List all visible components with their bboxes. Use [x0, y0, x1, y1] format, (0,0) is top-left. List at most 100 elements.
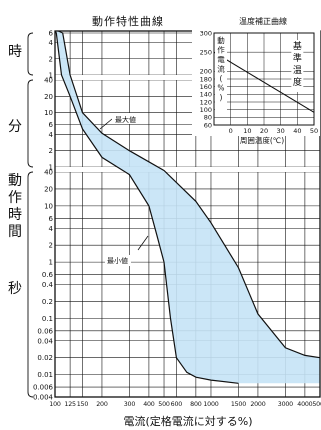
main-x-tick-label: 800: [190, 401, 202, 408]
second-label: 秒: [8, 281, 22, 297]
inset-y-label-char: 電: [217, 55, 225, 64]
inset-y-label-char: 流: [217, 64, 225, 74]
main-y-tick-label: 6: [49, 215, 54, 223]
main-x-tick-label: 125: [64, 401, 76, 408]
inset-y-tick-label: 200: [200, 68, 212, 76]
main-y-tick-label: 0.4: [42, 281, 54, 289]
minute-label: 分: [8, 119, 22, 135]
main-y-tick-label: 40: [44, 77, 53, 85]
main-y-tick-label: 0.006: [33, 384, 54, 392]
reference-label-bg: [291, 40, 304, 92]
hour-label: 時: [8, 44, 22, 60]
inset-y-label-char: %: [217, 84, 224, 93]
main-y-tick-label: 20: [44, 185, 53, 193]
main-y-tick-label: 4: [49, 39, 54, 47]
inset-y-tick-label: 140: [200, 91, 212, 99]
main-y-tick-label: 2: [49, 55, 53, 63]
inset-y-tick-label: 60: [204, 121, 212, 129]
inset-x-tick-label: 10: [243, 127, 251, 135]
main-frame: [54, 30, 321, 398]
inset-y-tick-label: 180: [200, 75, 212, 83]
block-gap: [55, 75, 320, 80]
main-y-tick-label: 20: [44, 93, 53, 101]
main-x-tick-label: 600: [171, 401, 183, 408]
main-chart: 動作特性曲線 6421402010642140201064210.60.40.2…: [33, 14, 321, 428]
main-x-tick-label: 400: [143, 401, 155, 408]
reference-label-char: 基: [293, 40, 302, 52]
main-y-tick-label: 1: [49, 72, 53, 80]
inset-y-label-char: 作: [217, 45, 225, 55]
left-labels: 時 分 動作時間 秒: [8, 32, 34, 398]
main-x-tick-label: 4000: [297, 401, 312, 408]
reference-label-char: 度: [293, 76, 302, 88]
main-y-tick-label: 0.01: [37, 371, 53, 379]
operating-band: [55, 31, 320, 384]
main-y-tick-label: 0.02: [37, 354, 53, 362]
inset-y-tick-label: 80: [204, 114, 212, 122]
main-y-tick-label: 1: [49, 259, 53, 267]
min-annotation: 最小値: [105, 235, 149, 266]
main-x-tick-label: 300: [124, 401, 136, 408]
operating-time-label: 動作時間: [8, 173, 22, 240]
main-x-tick-label: 1500: [231, 401, 246, 408]
max-label: 最大値: [115, 115, 136, 124]
main-x-tick-label: 500: [158, 401, 170, 408]
main-y-tick-label: 2: [49, 242, 53, 250]
main-y-tick-label: 10: [44, 202, 53, 210]
main-y-tick-label: 0.2: [42, 298, 53, 306]
main-y-tick-label: 2: [49, 147, 53, 155]
main-y-ticks: 6421402010642140201064210.60.40.20.10.06…: [33, 30, 54, 402]
inset-x-tick-label: 50: [310, 127, 318, 135]
inset-y-tick-label: 120: [200, 98, 212, 106]
main-x-tick-label: 5000: [312, 401, 321, 408]
main-x-tick-label: 200: [96, 401, 108, 408]
max-annotation: 最大値: [99, 113, 148, 130]
inset-x-tick-label: 20: [260, 127, 268, 135]
max-curve: [58, 30, 321, 359]
block-gap: [55, 167, 320, 172]
main-title: 動作特性曲線: [92, 14, 164, 28]
main-x-tick-label: 2000: [250, 401, 265, 408]
main-y-tick-label: 10: [44, 109, 53, 117]
inset-x-ticks: 0 10 20 30 40 50: [229, 127, 319, 135]
second-bracket: [27, 171, 34, 398]
main-y-tick-label: 4: [49, 225, 54, 233]
main-y-tick-label: 6: [49, 30, 54, 38]
inset-y-tick-label: 160: [200, 83, 212, 91]
inset-y-label-char: 動: [217, 36, 225, 45]
inset-frame: [213, 32, 315, 126]
inset-x-tick-label: 0: [229, 127, 233, 135]
main-y-tick-label: 0.06: [37, 327, 53, 335]
main-y-tick-label: 6: [49, 121, 54, 129]
main-x-tick-label: 100: [49, 401, 61, 408]
main-y-tick-label: 40: [44, 169, 53, 177]
main-y-tick-label: 0.6: [42, 271, 54, 279]
inset-x-tick-label: 30: [277, 127, 285, 135]
inset-y-label-bg: [215, 34, 227, 110]
inset-y-tick-label: 250: [200, 48, 212, 56]
reference-label-char: 温: [293, 65, 302, 76]
min-label: 最小値: [107, 256, 128, 265]
inset-x-tick-label: 40: [293, 127, 301, 135]
inset-grid: [214, 32, 315, 126]
main-y-tick-label: 0.004: [33, 394, 54, 402]
main-y-tick-label: 4: [49, 131, 54, 139]
main-x-tick-label: 1000: [203, 401, 218, 408]
inset-x-axis-label: 周囲温度(℃): [240, 135, 284, 145]
inset-title: 温度補正曲線: [239, 16, 287, 26]
main-x-tick-label: 3000: [278, 401, 293, 408]
inset-y-tick-label: 300: [200, 29, 212, 37]
main-x-ticks: 100 125 150 200 300 400 500 600 800 1000 1500 2000 3…: [49, 401, 321, 408]
inset-y-tick-label: 100: [200, 106, 212, 114]
main-y-tick-label: 0.1: [42, 315, 53, 323]
inset-y-label-char: (: [220, 74, 223, 83]
minute-bracket: [27, 79, 34, 168]
hour-bracket: [27, 32, 34, 76]
reference-label-char: 準: [293, 52, 302, 64]
main-y-tick-label: 1: [49, 164, 53, 172]
